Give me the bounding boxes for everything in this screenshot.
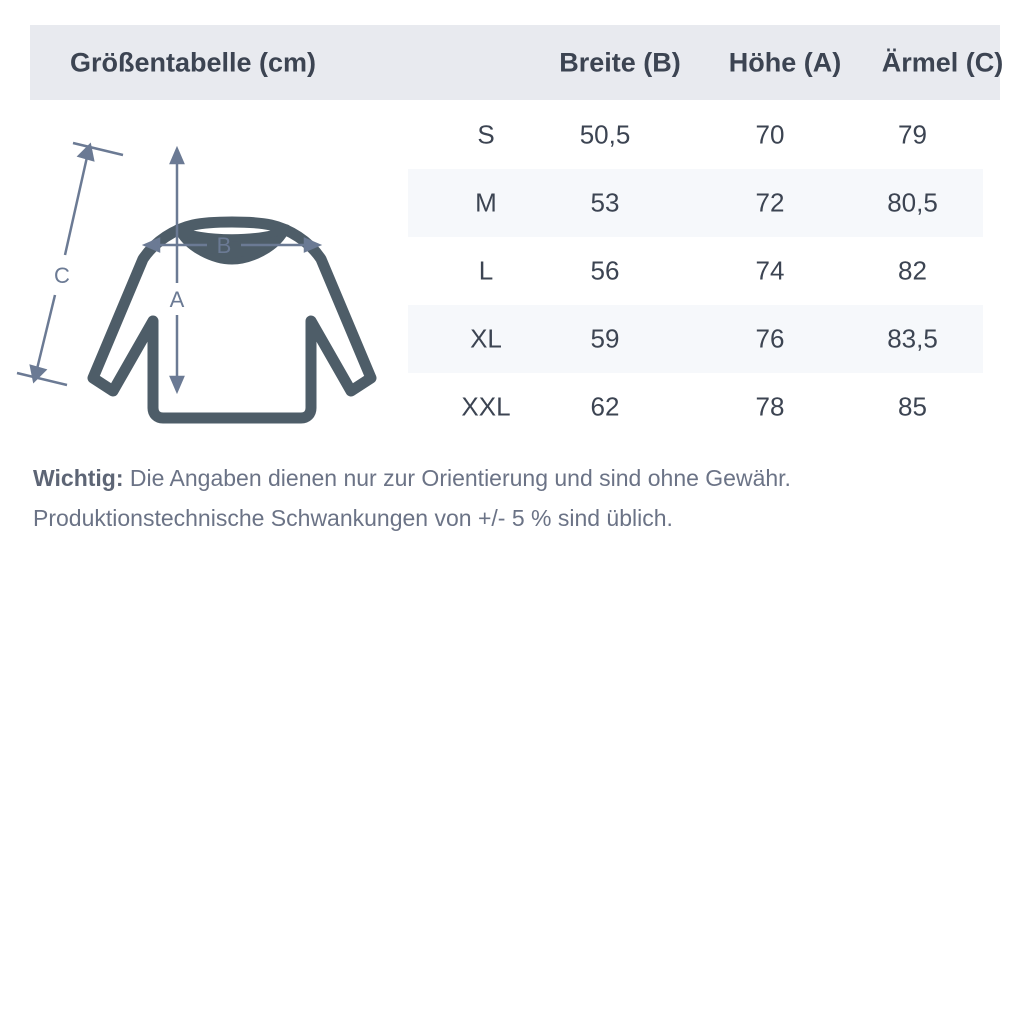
page-title: Größentabelle (cm) [70,47,317,77]
cell-hoehe: 70 [755,119,785,150]
cell-size: M [475,187,497,218]
cell-hoehe: 72 [755,187,785,218]
dimension-c [16,141,124,387]
column-header-breite: Breite (B) [559,47,681,77]
footnote-line-1: Die Angaben dienen nur zur Orientierung … [123,465,791,491]
cell-size: S [477,119,495,150]
cell-size: XXL [461,391,511,422]
cell-breite: 59 [590,323,620,354]
table-row: XL 59 76 83,5 [408,305,983,373]
cell-breite: 62 [590,391,620,422]
cell-hoehe: 74 [755,255,785,286]
dimension-label-a: A [170,287,185,312]
footnote-lead: Wichtig: [33,465,124,491]
dimension-label-b: B [217,233,232,258]
column-header-aermel: Ärmel (C) [881,47,1004,77]
table-row: XXL 62 78 85 [408,373,983,441]
cell-size: XL [470,323,502,354]
cell-aermel: 85 [898,391,927,422]
footnote-line-2: Produktionstechnische Schwankungen von +… [33,505,673,531]
cell-hoehe: 78 [755,391,785,422]
cell-size: L [478,255,494,286]
cell-aermel: 80,5 [887,187,938,218]
cell-breite: 56 [590,255,620,286]
table-row: L 56 74 82 [408,237,983,305]
collar-icon [173,224,291,265]
cell-aermel: 83,5 [887,323,938,354]
cell-breite: 50,5 [579,119,631,150]
footnote: Wichtig: Die Angaben dienen nur zur Orie… [33,458,993,538]
column-header-hoehe: Höhe (A) [728,47,842,77]
shirt-outline-icon [87,216,377,424]
table-header-band: Größentabelle (cm) Breite (B) Höhe (A) Ä… [30,25,1003,100]
table-row: M 53 72 80,5 [408,169,983,237]
size-table: S 50,5 70 79 M 53 72 80,5 L 56 74 82 XL … [408,101,983,441]
cell-aermel: 79 [898,119,927,150]
dimension-a [169,145,185,395]
size-diagram: B A C [15,125,415,430]
cell-breite: 53 [590,187,620,218]
cell-aermel: 82 [898,255,927,286]
cell-hoehe: 76 [755,323,785,354]
dimension-b [141,237,323,253]
table-row: S 50,5 70 79 [408,101,983,169]
dimension-label-c: C [54,263,70,288]
